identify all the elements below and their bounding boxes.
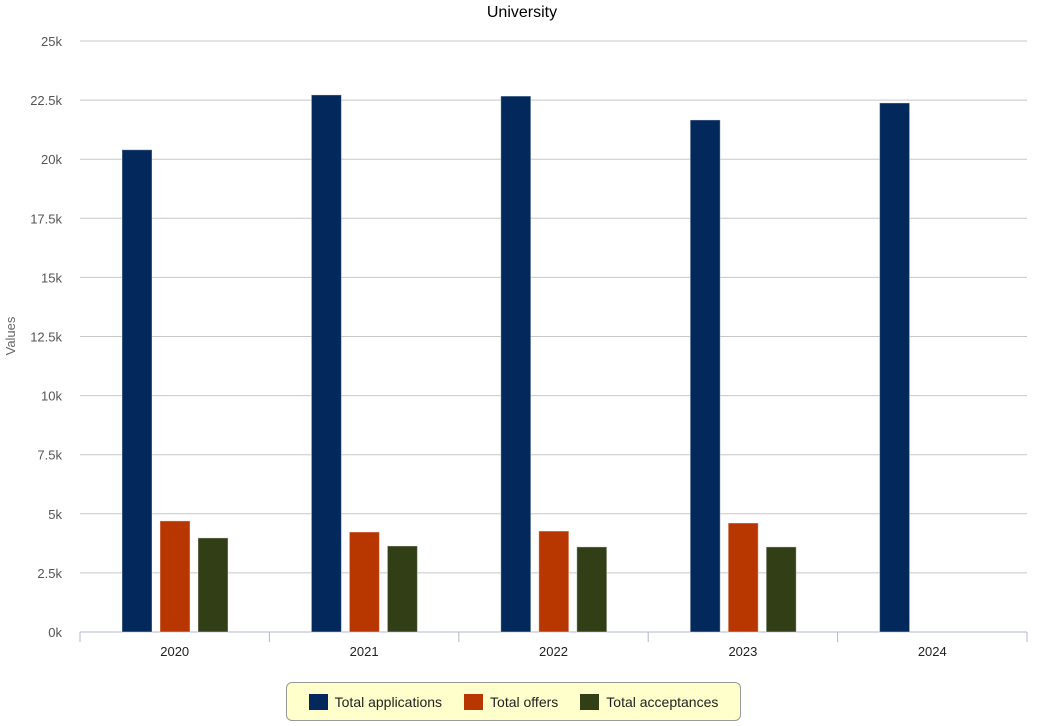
y-tick-label: 15k — [41, 270, 62, 285]
y-tick-label: 25k — [41, 34, 62, 49]
legend-label: Total applications — [334, 693, 443, 710]
bar-total-acceptances — [765, 546, 797, 633]
legend-swatch — [308, 693, 328, 710]
y-tick-label: 22.5k — [30, 93, 62, 108]
x-tick-label: 2022 — [539, 644, 568, 659]
legend: Total applications Total offers Total acce… — [286, 682, 741, 721]
bar-total-applications — [310, 94, 342, 633]
y-tick-label: 12.5k — [30, 330, 62, 345]
x-tick-label: 2020 — [160, 644, 189, 659]
legend-label: Total acceptances — [606, 693, 719, 710]
y-tick-label: 2.5k — [37, 566, 62, 581]
bar-total-applications — [500, 95, 532, 633]
bar-total-applications — [879, 102, 911, 633]
legend-label: Total offers — [490, 693, 559, 710]
legend-swatch — [580, 693, 600, 710]
bar-total-offers — [727, 522, 759, 633]
x-tick-label: 2023 — [728, 644, 757, 659]
bar-total-acceptances — [386, 545, 418, 633]
bar-total-offers — [159, 520, 191, 633]
bar-total-offers — [538, 530, 570, 633]
bar-chart: University Values 0k 2.5k 5k 7.5k 10k 12.5k 15k 1… — [3, 4, 1028, 659]
y-tick-label: 5k — [48, 507, 62, 522]
legend-swatch — [464, 693, 484, 710]
legend-item[interactable]: Total acceptances — [580, 693, 719, 710]
bar-total-applications — [121, 149, 153, 633]
y-tick-label: 17.5k — [30, 211, 62, 226]
y-axis-label: Values — [3, 316, 18, 355]
x-tick-label: 2021 — [350, 644, 379, 659]
bar-total-applications — [689, 119, 721, 633]
legend-item[interactable]: Total applications — [308, 693, 443, 710]
legend-item[interactable]: Total offers — [464, 693, 559, 710]
bar-total-acceptances — [197, 537, 229, 633]
x-tick-label: 2024 — [918, 644, 947, 659]
y-tick-label: 20k — [41, 152, 62, 167]
y-tick-label: 10k — [41, 389, 62, 404]
bar-total-acceptances — [576, 546, 608, 633]
chart-title: University — [487, 4, 557, 21]
y-tick-label: 0k — [48, 625, 62, 640]
bar-total-offers — [348, 531, 380, 633]
y-tick-label: 7.5k — [37, 448, 62, 463]
